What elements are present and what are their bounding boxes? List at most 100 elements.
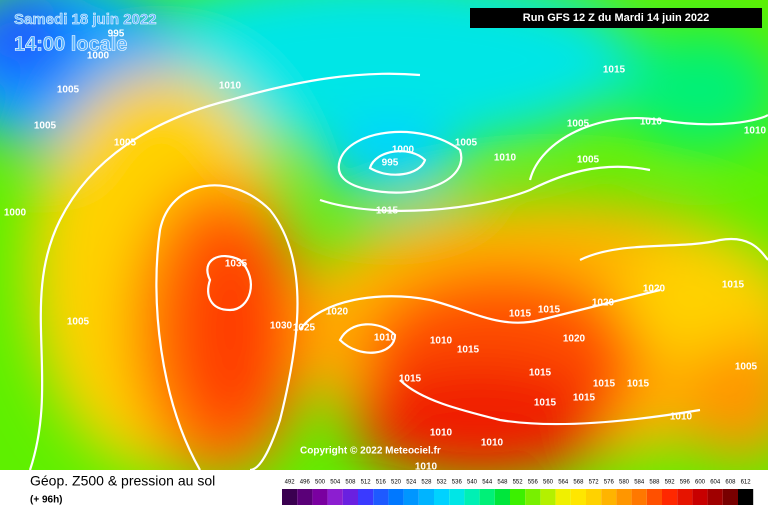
colorbar-tick-label: 596 <box>680 480 691 486</box>
isobar-label: 1010 <box>415 462 438 473</box>
isobar-label: 1010 <box>670 412 693 423</box>
isobar-label: 1005 <box>455 138 478 149</box>
colorbar-swatch <box>297 489 313 505</box>
colorbar-swatch <box>616 489 632 505</box>
colorbar-tick-label: 536 <box>452 480 463 486</box>
colorbar-swatch <box>738 489 754 505</box>
colorbar-tick-label: 508 <box>345 480 356 486</box>
isobar-label: 1015 <box>399 374 422 385</box>
isobar-label: 1015 <box>593 379 616 390</box>
colorbar-swatch <box>646 489 662 505</box>
isobar-label: 1010 <box>640 117 663 128</box>
colorbar-swatch <box>677 489 693 505</box>
isobar-label: 1020 <box>643 284 666 295</box>
isobar-label: 1015 <box>722 280 745 291</box>
colorbar-swatch <box>327 489 343 505</box>
colorbar-tick-label: 548 <box>497 480 508 486</box>
colorbar-swatch <box>570 489 586 505</box>
colorbar-tick-label: 592 <box>665 480 676 486</box>
colorbar-swatch <box>707 489 723 505</box>
colorbar-tick-label: 524 <box>406 480 417 486</box>
colorbar-tick-label: 560 <box>543 480 554 486</box>
isobar-label: 1005 <box>34 121 57 132</box>
colorbar-swatch <box>540 489 556 505</box>
colorbar-swatch <box>722 489 738 505</box>
colorbar-tick-label: 540 <box>467 480 478 486</box>
colorbar-tick-label: 588 <box>649 480 660 486</box>
colorbar-tick-label: 580 <box>619 480 630 486</box>
isobar-label: 1015 <box>529 368 552 379</box>
isobar-label: 1010 <box>219 81 242 92</box>
isobar-label: 1015 <box>376 206 399 217</box>
isobar-label: 1015 <box>573 393 596 404</box>
colorbar-tick-label: 512 <box>361 480 372 486</box>
colorbar-swatch <box>464 489 480 505</box>
colorbar-tick-label: 544 <box>482 480 493 486</box>
isobar-label: 995 <box>108 29 125 40</box>
colorbar-swatch <box>418 489 434 505</box>
isobar-label: 1005 <box>735 362 758 373</box>
isobar-label: 1010 <box>494 153 517 164</box>
colorbar-tick-label: 552 <box>513 480 524 486</box>
colorbar-swatch <box>601 489 617 505</box>
colorbar-tick-label: 516 <box>376 480 387 486</box>
isobar-label: 1000 <box>4 208 27 219</box>
isobar-label: 1020 <box>563 334 586 345</box>
colorbar-tick-label: 612 <box>741 480 752 486</box>
colorbar-tick-label: 568 <box>573 480 584 486</box>
colorbar-swatch <box>494 489 510 505</box>
colorbar-swatch <box>662 489 678 505</box>
isobar-label: 1015 <box>538 305 561 316</box>
colorbar-swatch <box>282 489 298 505</box>
colorbar-swatch <box>631 489 647 505</box>
isobar-label: 1005 <box>57 85 80 96</box>
isobar-label: 1010 <box>481 438 504 449</box>
colorbar-tick-label: 608 <box>725 480 736 486</box>
isobar-label: 1015 <box>627 379 650 390</box>
isobar-label: 1010 <box>744 126 767 137</box>
colorbar-swatch <box>525 489 541 505</box>
colorbar-tick-label: 532 <box>437 480 448 486</box>
colorbar-swatch <box>479 489 495 505</box>
time: 14:00 locale <box>14 33 127 55</box>
isobar-label: 1010 <box>430 336 453 347</box>
colorbar-swatch <box>312 489 328 505</box>
colorbar-tick-label: 520 <box>391 480 402 486</box>
colorbar-tick-label: 496 <box>300 480 311 486</box>
colorbar-tick-label: 600 <box>695 480 706 486</box>
footer-lead: (+ 96h) <box>30 495 63 506</box>
isobar-label: 1015 <box>603 65 626 76</box>
colorbar-tick-label: 572 <box>589 480 600 486</box>
isobar-label: 1010 <box>374 333 397 344</box>
isobar-label: 1005 <box>577 155 600 166</box>
colorbar-swatch <box>510 489 526 505</box>
colorbar-tick-label: 584 <box>634 480 645 486</box>
isobar-label: 1000 <box>392 145 415 156</box>
isobar-label: 1020 <box>592 298 615 309</box>
colorbar-swatch <box>403 489 419 505</box>
colorbar-tick-label: 504 <box>330 480 341 486</box>
field <box>0 0 768 470</box>
colorbar-swatch <box>358 489 374 505</box>
colorbar-tick-label: 556 <box>528 480 539 486</box>
isobar-label: 1035 <box>225 259 248 270</box>
isobar-label: 1005 <box>567 119 590 130</box>
colorbar-tick-label: 500 <box>315 480 326 486</box>
isobar-label: 1015 <box>534 398 557 409</box>
colorbar-swatch <box>555 489 571 505</box>
isobar-label: 1015 <box>509 309 532 320</box>
copyright: Copyright © 2022 Meteociel.fr <box>300 446 441 457</box>
run-box <box>470 8 762 28</box>
isobar-label: 1030 <box>270 321 293 332</box>
isobar-label: 1010 <box>430 428 453 439</box>
colorbar-tick-label: 492 <box>285 480 296 486</box>
colorbar-swatch <box>373 489 389 505</box>
isobar-label: 1025 <box>293 323 316 334</box>
isobar-label: 1005 <box>67 317 90 328</box>
colorbar-tick-label: 564 <box>558 480 569 486</box>
colorbar-swatch <box>692 489 708 505</box>
colorbar-swatch <box>388 489 404 505</box>
